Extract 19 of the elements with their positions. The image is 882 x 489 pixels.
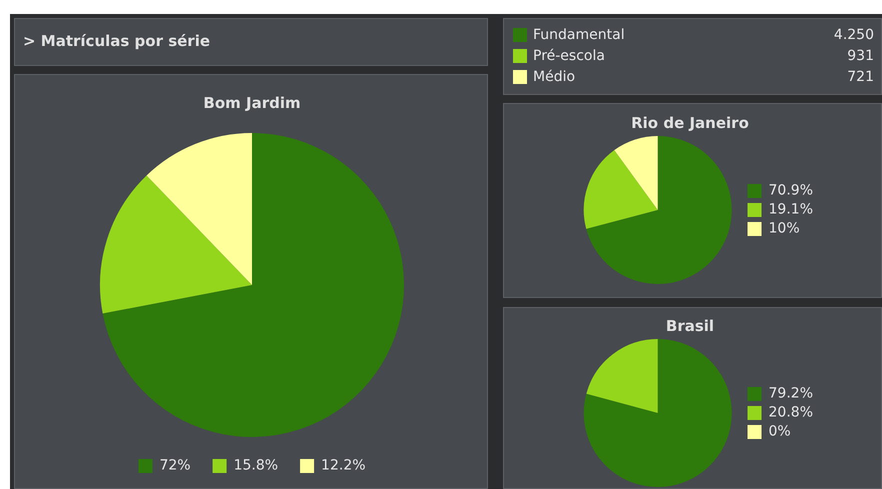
legend-label: 0% bbox=[768, 424, 791, 440]
category-label: Médio bbox=[533, 69, 576, 85]
category-label: Fundamental bbox=[533, 27, 625, 43]
text: 4.250 bbox=[834, 27, 874, 43]
text: 721 bbox=[847, 69, 874, 85]
legend-label: 19.1% bbox=[768, 202, 814, 218]
legend-label: 15.8% bbox=[234, 458, 278, 474]
legend-label: 10% bbox=[768, 220, 800, 237]
legend-label: 72% bbox=[159, 458, 191, 474]
text: 931 bbox=[847, 48, 874, 64]
chart-title: Bom Jardim bbox=[203, 94, 301, 112]
chart-title: Brasil bbox=[666, 317, 714, 335]
legend-label: 20.8% bbox=[768, 404, 814, 421]
chart-title: Rio de Janeiro bbox=[631, 114, 749, 132]
legend-label: 12.2% bbox=[321, 458, 366, 474]
legend-label: 79.2% bbox=[768, 386, 814, 402]
category-label: Pré-escola bbox=[533, 48, 605, 64]
legend-label: 70.9% bbox=[768, 182, 814, 199]
text: > Matrículas por série bbox=[23, 32, 210, 50]
